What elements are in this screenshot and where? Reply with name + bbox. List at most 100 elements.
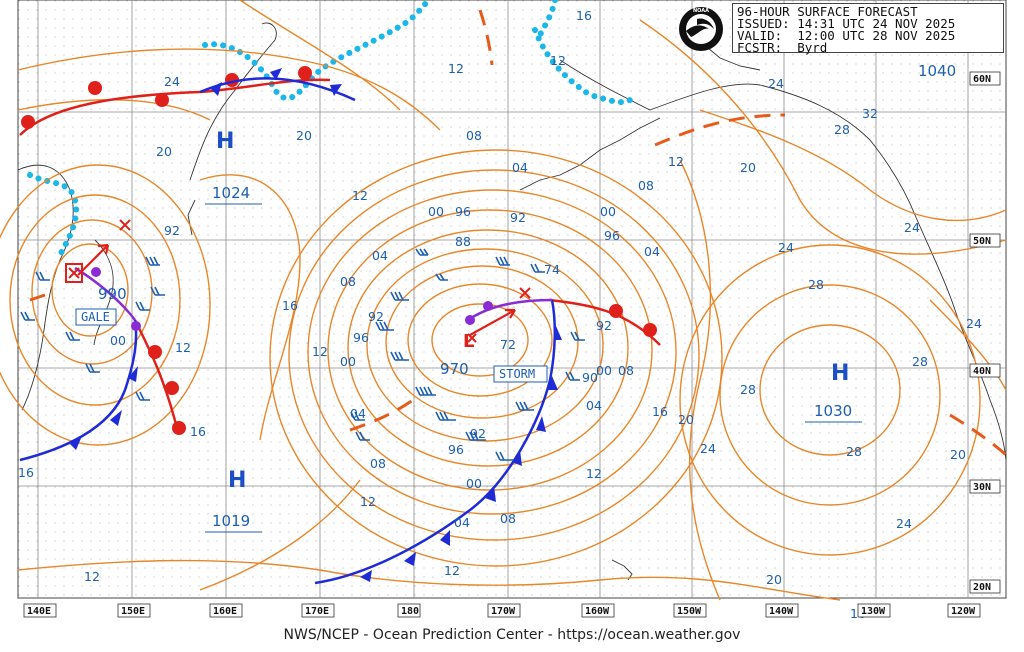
svg-text:20: 20 <box>296 128 312 143</box>
pressure-970: 970 <box>440 360 469 378</box>
svg-text:12: 12 <box>668 154 684 169</box>
svg-text:72: 72 <box>500 337 516 352</box>
svg-text:08: 08 <box>638 178 654 193</box>
svg-text:08: 08 <box>618 363 634 378</box>
forecast-title: 96-HOUR SURFACE FORECAST <box>737 4 918 19</box>
credit-line: NWS/NCEP - Ocean Prediction Center - htt… <box>283 627 741 643</box>
svg-text:00: 00 <box>466 476 482 491</box>
svg-text:28: 28 <box>808 277 824 292</box>
isobars <box>0 0 1007 601</box>
map-frame <box>17 0 1007 599</box>
svg-text:00: 00 <box>340 354 356 369</box>
valid-time: VALID: 12:00 UTC 28 NOV 2025 <box>737 28 956 43</box>
gale-warning-box: GALE <box>75 308 117 326</box>
svg-text:00: 00 <box>600 204 616 219</box>
svg-text:96: 96 <box>353 330 369 345</box>
pressure-1030: 1030 <box>814 402 852 420</box>
svg-text:40N: 40N <box>973 366 991 377</box>
forecaster: FCSTR: Byrd <box>737 40 828 55</box>
svg-text:12: 12 <box>586 466 602 481</box>
svg-text:92: 92 <box>164 223 180 238</box>
svg-text:24: 24 <box>904 220 920 235</box>
high-letter-1030: H <box>831 361 849 386</box>
pressure-1024: 1024 <box>212 184 250 202</box>
svg-text:88: 88 <box>455 234 471 249</box>
svg-text:08: 08 <box>466 128 482 143</box>
svg-text:140E: 140E <box>27 606 51 617</box>
svg-text:20: 20 <box>740 160 756 175</box>
pressure-1019: 1019 <box>212 512 250 530</box>
svg-text:24: 24 <box>778 240 794 255</box>
svg-text:96: 96 <box>448 442 464 457</box>
svg-text:50N: 50N <box>973 236 991 247</box>
svg-text:00: 00 <box>110 333 126 348</box>
issued-time: ISSUED: 14:31 UTC 24 NOV 2025 <box>737 16 956 31</box>
isobar-labels: 24 20 12 16 92 00 12 16 16 12 20 12 08 0… <box>18 8 982 621</box>
svg-text:170E: 170E <box>305 606 329 617</box>
svg-text:92: 92 <box>470 426 486 441</box>
svg-text:04: 04 <box>586 398 602 413</box>
svg-text:12: 12 <box>312 344 328 359</box>
svg-text:00: 00 <box>428 204 444 219</box>
svg-text:04: 04 <box>644 244 660 259</box>
svg-text:00: 00 <box>596 363 612 378</box>
svg-text:12: 12 <box>84 569 100 584</box>
svg-text:16: 16 <box>190 424 206 439</box>
svg-text:96: 96 <box>455 204 471 219</box>
svg-text:140W: 140W <box>769 606 794 617</box>
svg-text:STORM: STORM <box>499 367 535 381</box>
cold-front-triangles <box>70 68 562 582</box>
latitude-labels: 60N 50N 40N 30N 20N <box>969 71 1001 594</box>
warm-front-semicircles <box>21 66 657 435</box>
svg-text:12: 12 <box>444 563 460 578</box>
svg-text:20: 20 <box>950 447 966 462</box>
svg-text:24: 24 <box>768 76 784 91</box>
svg-text:92: 92 <box>368 309 384 324</box>
svg-text:16: 16 <box>576 8 592 23</box>
svg-text:04: 04 <box>372 248 388 263</box>
svg-text:24: 24 <box>896 516 912 531</box>
svg-text:130W: 130W <box>861 606 886 617</box>
svg-text:28: 28 <box>834 122 850 137</box>
svg-text:20: 20 <box>678 412 694 427</box>
svg-text:12: 12 <box>550 53 566 68</box>
longitude-labels: 140E 150E 160E 170E 180 170W 160W 150W 1… <box>23 603 981 618</box>
wind-barbs <box>20 248 585 461</box>
svg-text:60N: 60N <box>973 74 991 85</box>
svg-text:04: 04 <box>350 406 366 421</box>
occluded-symbols <box>91 267 493 331</box>
svg-text:16: 16 <box>282 298 298 313</box>
svg-text:20: 20 <box>766 572 782 587</box>
svg-text:12: 12 <box>448 61 464 76</box>
svg-text:12: 12 <box>360 494 376 509</box>
svg-text:04: 04 <box>512 160 528 175</box>
pressure-990: 990 <box>98 285 127 303</box>
forecast-info-box: 96-HOUR SURFACE FORECAST ISSUED: 14:31 U… <box>732 3 1004 55</box>
svg-text:28: 28 <box>846 444 862 459</box>
troughs <box>29 9 1008 457</box>
svg-text:170W: 170W <box>491 606 516 617</box>
high-letter-1024: H <box>216 129 234 154</box>
lat-lon-grid <box>18 0 1006 598</box>
svg-text:12: 12 <box>352 188 368 203</box>
svg-text:150W: 150W <box>677 606 702 617</box>
svg-text:08: 08 <box>340 274 356 289</box>
svg-text:12: 12 <box>175 340 191 355</box>
svg-text:28: 28 <box>740 382 756 397</box>
svg-text:20N: 20N <box>973 582 991 593</box>
svg-text:24: 24 <box>164 74 180 89</box>
svg-text:160E: 160E <box>213 606 237 617</box>
svg-text:20: 20 <box>156 144 172 159</box>
svg-text:90: 90 <box>582 370 598 385</box>
svg-text:160W: 160W <box>585 606 610 617</box>
pressure-1040: 1040 <box>918 62 956 80</box>
svg-text:120W: 120W <box>951 606 976 617</box>
high-letter-1019: H <box>228 468 246 493</box>
svg-text:08: 08 <box>370 456 386 471</box>
svg-text:92: 92 <box>510 210 526 225</box>
svg-text:30N: 30N <box>973 482 991 493</box>
svg-text:24: 24 <box>700 441 716 456</box>
svg-text:32: 32 <box>862 106 878 121</box>
svg-text:16: 16 <box>652 404 668 419</box>
